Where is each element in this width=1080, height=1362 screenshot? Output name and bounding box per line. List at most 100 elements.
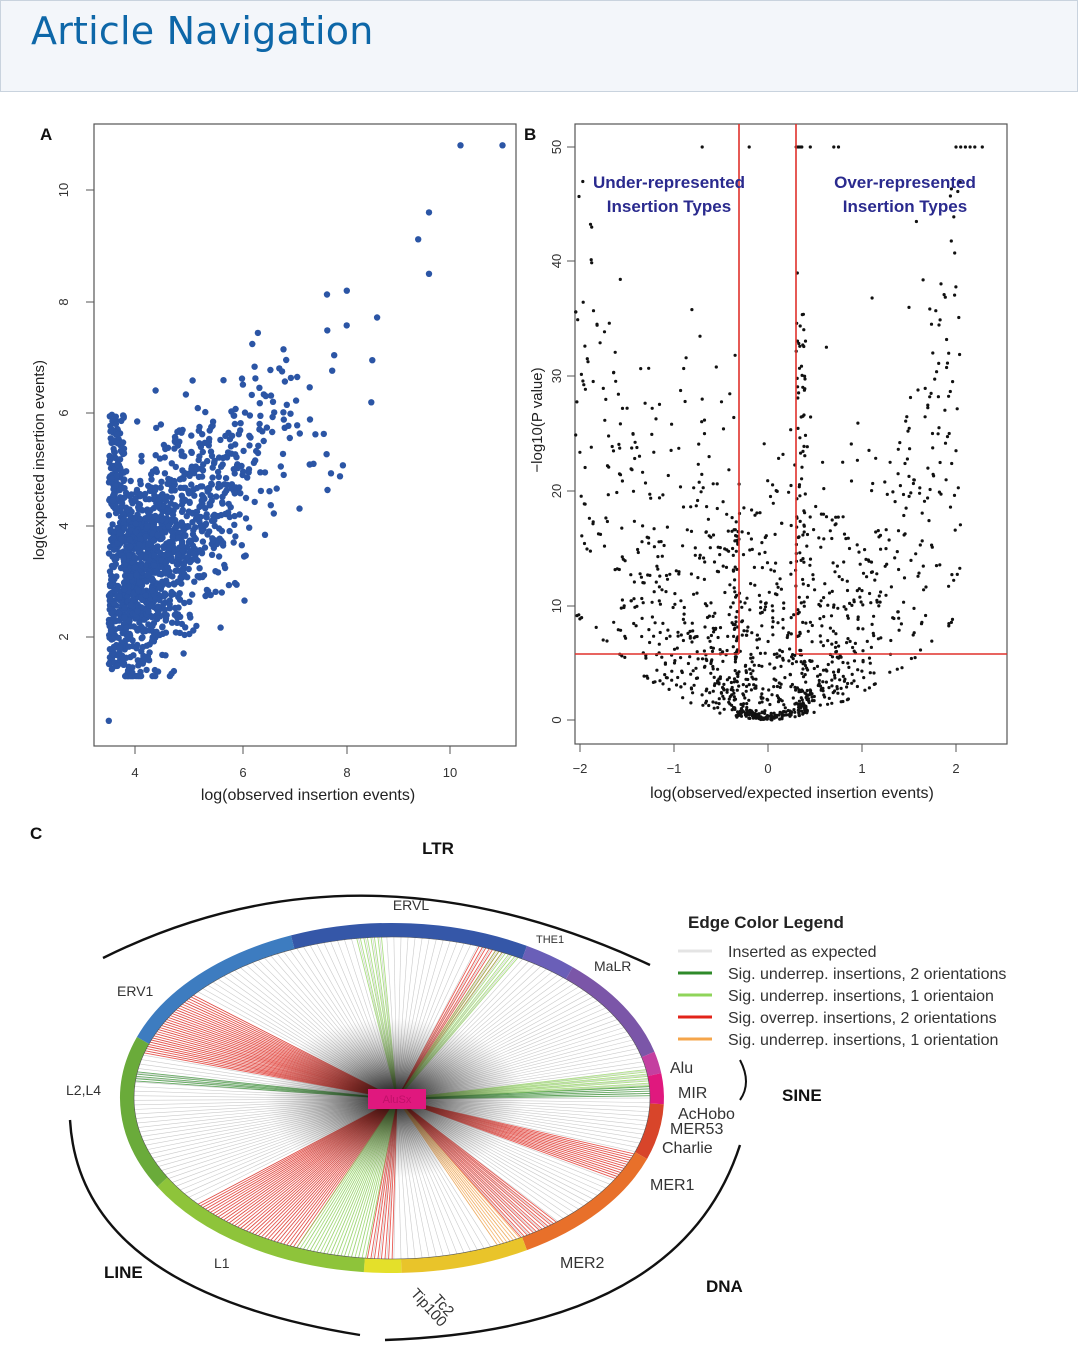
volcano-point	[643, 481, 648, 485]
volcano-point	[844, 607, 848, 611]
volcano-point	[800, 465, 804, 469]
volcano-point	[836, 691, 840, 695]
scatter-point	[137, 480, 144, 488]
volcano-point	[731, 553, 735, 558]
volcano-point	[723, 590, 727, 595]
scatter-point	[215, 553, 223, 560]
volcano-point	[770, 693, 774, 697]
volcano-point	[846, 697, 851, 701]
volcano-point	[716, 570, 721, 574]
volcano-point	[826, 639, 830, 643]
volcano-point	[818, 673, 822, 677]
volcano-point	[745, 596, 749, 600]
volcano-point	[673, 602, 677, 606]
scatter-point	[142, 533, 150, 540]
scatter-point	[152, 452, 159, 459]
scatter-point	[136, 515, 143, 522]
volcano-point	[918, 543, 922, 547]
volcano-point	[777, 698, 781, 703]
scatter-point	[166, 601, 173, 608]
volcano-point	[797, 391, 801, 395]
scatter-point	[186, 630, 193, 638]
volcano-point	[821, 668, 826, 672]
volcano-point	[681, 696, 685, 700]
volcano-point	[763, 709, 767, 713]
scatter-point	[162, 559, 170, 566]
volcano-point	[803, 691, 807, 695]
volcano-point	[735, 610, 739, 614]
scatter-point	[185, 565, 192, 573]
volcano-point	[629, 573, 633, 577]
volcano-point	[655, 668, 659, 672]
volcano-point	[803, 673, 807, 677]
volcano-point	[700, 145, 704, 149]
volcano-point	[589, 445, 593, 449]
volcano-point	[579, 372, 584, 376]
volcano-point	[822, 487, 826, 491]
volcano-point	[635, 445, 639, 450]
scatter-point	[110, 533, 117, 541]
article-navigation-header[interactable]: Article Navigation	[0, 0, 1078, 92]
scatter-point	[196, 565, 203, 572]
scatter-point	[171, 477, 178, 485]
volcano-point	[611, 449, 616, 453]
volcano-point	[639, 367, 643, 371]
panel-b-thresholds	[575, 124, 1007, 655]
volcano-point	[718, 675, 723, 679]
volcano-point	[914, 552, 918, 556]
scatter-point	[146, 557, 153, 564]
volcano-point	[920, 620, 924, 624]
volcano-point	[898, 441, 902, 445]
volcano-point	[722, 707, 726, 711]
volcano-point	[938, 563, 942, 567]
volcano-point	[641, 581, 645, 585]
volcano-point	[739, 707, 744, 711]
scatter-point	[280, 471, 287, 479]
volcano-point	[896, 610, 900, 614]
volcano-point	[773, 532, 777, 537]
volcano-point	[819, 545, 823, 549]
panel-b-x-tick: 2	[952, 761, 959, 776]
hub-label: AluSx	[383, 1094, 412, 1106]
volcano-point	[802, 600, 806, 604]
panel-b-y-tick: 50	[549, 140, 564, 154]
volcano-point	[757, 712, 761, 717]
volcano-point	[735, 688, 739, 692]
scatter-point	[256, 384, 263, 391]
volcano-point	[725, 690, 729, 694]
volcano-point	[598, 341, 602, 345]
scatter-point	[225, 581, 233, 589]
volcano-point	[817, 536, 821, 540]
scatter-point	[246, 442, 253, 449]
volcano-point	[808, 688, 812, 692]
scatter-point	[163, 569, 170, 576]
scatter-point	[280, 416, 287, 423]
volcano-point	[736, 674, 740, 679]
volcano-point	[902, 576, 907, 580]
volcano-point	[797, 712, 801, 716]
volcano-point	[841, 460, 845, 464]
scatter-point	[188, 465, 195, 473]
volcano-point	[801, 449, 805, 453]
volcano-point	[834, 640, 838, 645]
volcano-point	[798, 519, 802, 524]
article-navigation-title[interactable]: Article Navigation	[31, 9, 374, 53]
volcano-point	[907, 474, 911, 478]
volcano-point	[734, 639, 739, 643]
volcano-point	[711, 614, 715, 619]
scatter-point	[113, 573, 120, 580]
volcano-point	[803, 663, 808, 668]
volcano-point	[895, 667, 899, 671]
volcano-point	[694, 676, 699, 681]
volcano-point	[888, 460, 892, 464]
panel-a-x-tick: 4	[131, 765, 138, 780]
volcano-point	[724, 565, 729, 570]
volcano-point	[898, 484, 903, 488]
scatter-point	[320, 430, 327, 438]
scatter-point	[254, 449, 262, 457]
family-label-malr: MaLR	[594, 958, 631, 974]
scatter-point	[269, 428, 276, 436]
volcano-point	[728, 695, 732, 699]
volcano-point	[845, 641, 849, 645]
scatter-point	[108, 439, 115, 446]
